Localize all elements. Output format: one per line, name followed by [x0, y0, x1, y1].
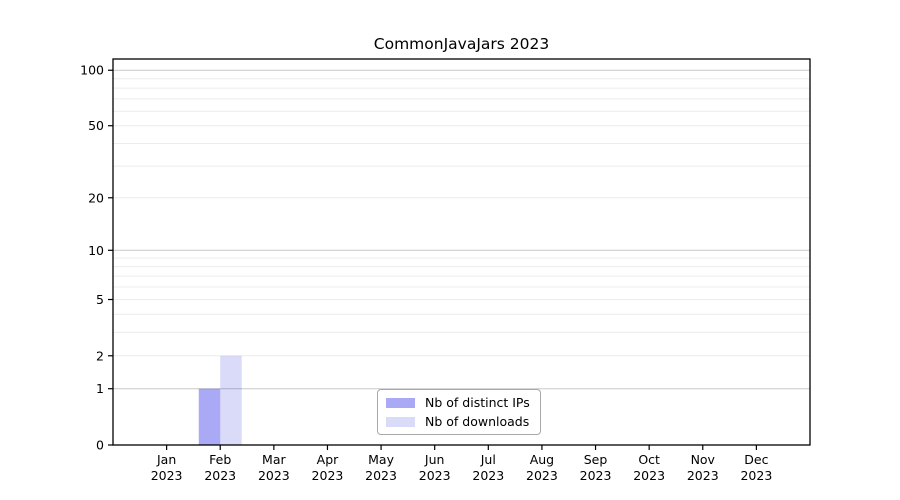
y-tick-label: 1: [96, 381, 104, 396]
x-tick-label-month: Feb: [209, 452, 231, 467]
x-tick-label-month: Jul: [480, 452, 496, 467]
bar-nb-of-downloads: [220, 355, 242, 445]
legend-label: Nb of distinct IPs: [425, 395, 530, 410]
x-tick-label-year: 2023: [526, 468, 558, 483]
y-tick-label: 5: [96, 292, 104, 307]
legend-item-downloads: Nb of downloads: [386, 414, 540, 429]
x-tick-label-month: Mar: [262, 452, 286, 467]
legend-label: Nb of downloads: [425, 414, 530, 429]
legend: Nb of distinct IPs Nb of downloads: [377, 389, 541, 435]
legend-swatch-distinct-ips: [386, 397, 415, 408]
x-tick-label-year: 2023: [204, 468, 236, 483]
x-tick-label-month: Dec: [744, 452, 768, 467]
x-tick-label-year: 2023: [740, 468, 772, 483]
x-tick-label-month: Jan: [156, 452, 176, 467]
y-tick-label: 100: [80, 63, 104, 78]
x-tick-label-year: 2023: [419, 468, 451, 483]
axis-box: [112, 58, 811, 446]
x-tick-label-month: Oct: [638, 452, 660, 467]
y-tick-label: 2: [96, 348, 104, 363]
y-tick-label: 0: [96, 438, 104, 453]
x-tick-label-month: Sep: [584, 452, 608, 467]
legend-swatch-downloads: [386, 416, 415, 427]
x-tick-label-year: 2023: [151, 468, 183, 483]
y-tick-label: 50: [88, 118, 104, 133]
x-tick-label-year: 2023: [312, 468, 344, 483]
x-tick-label-month: Apr: [317, 452, 339, 467]
y-tick-label: 10: [88, 243, 104, 258]
legend-item-distinct-ips: Nb of distinct IPs: [386, 395, 540, 410]
chart-title: CommonJavaJars 2023: [373, 35, 550, 53]
x-tick-label-month: Aug: [530, 452, 554, 467]
bar-nb-of-distinct-ips: [198, 388, 221, 445]
y-tick-label: 20: [88, 190, 104, 205]
x-tick-label-month: May: [368, 452, 394, 467]
x-tick-label-month: Nov: [691, 452, 716, 467]
x-tick-label-year: 2023: [365, 468, 397, 483]
x-tick-label-year: 2023: [687, 468, 719, 483]
x-tick-label-year: 2023: [580, 468, 612, 483]
x-tick-label-year: 2023: [633, 468, 665, 483]
x-tick-label-year: 2023: [258, 468, 290, 483]
x-tick-label-month: Jun: [424, 452, 445, 467]
x-tick-label-year: 2023: [472, 468, 504, 483]
